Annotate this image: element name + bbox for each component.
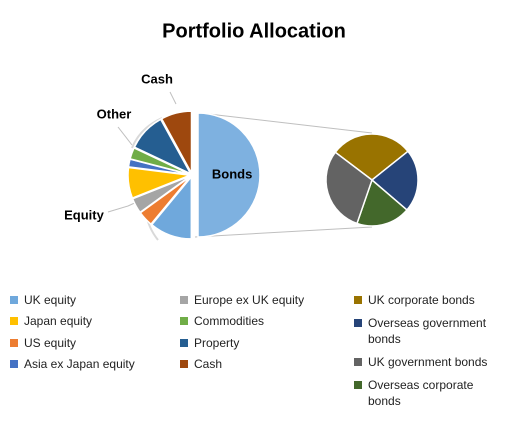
pie-slice xyxy=(356,178,408,227)
pie-slice xyxy=(370,150,419,212)
legend-item: US equity xyxy=(10,335,170,351)
leader-line xyxy=(169,91,177,105)
legend-swatch xyxy=(10,360,18,368)
legend-item: Asia ex Japan equity xyxy=(10,356,170,372)
legend-item: Overseas corporate bonds xyxy=(354,377,502,409)
group-label: Other xyxy=(97,106,132,121)
legend-item: Overseas government bonds xyxy=(354,315,502,347)
pie-slice xyxy=(160,110,193,174)
legend-label: US equity xyxy=(24,336,77,350)
legend-item: Japan equity xyxy=(10,313,170,329)
legend-item: UK government bonds xyxy=(354,354,502,370)
legend-label: UK corporate bonds xyxy=(368,293,475,307)
pie-slice xyxy=(150,174,193,240)
legend-swatch xyxy=(180,296,188,304)
legend-label: Asia ex Japan equity xyxy=(24,357,135,371)
legend-swatch xyxy=(180,317,188,325)
legend-item: UK equity xyxy=(10,292,170,308)
legend-swatch xyxy=(354,296,362,304)
chart-title: Portfolio Allocation xyxy=(162,20,346,42)
legend-item: Property xyxy=(180,335,340,351)
pie-slice xyxy=(325,151,373,225)
connector xyxy=(194,226,373,238)
pie-slice xyxy=(133,118,193,176)
legend-label: Overseas government bonds xyxy=(368,316,487,346)
legend-label: Europe ex UK equity xyxy=(194,293,305,307)
legend-item: UK corporate bonds xyxy=(354,292,502,308)
legend-item: Europe ex UK equity xyxy=(180,292,340,308)
legend-item: Commodities xyxy=(180,313,340,329)
group-label: Equity xyxy=(64,207,104,222)
legend-label: Property xyxy=(194,336,240,350)
connector xyxy=(199,112,373,134)
pie-slice xyxy=(129,146,191,176)
legend-swatch xyxy=(354,319,362,327)
pie-slice xyxy=(334,133,410,181)
legend-swatch xyxy=(180,360,188,368)
legend-swatch xyxy=(354,358,362,366)
legend-swatch xyxy=(10,339,18,347)
legend-item: Cash xyxy=(180,356,340,372)
legend-swatch xyxy=(10,317,18,325)
legend-label: Japan equity xyxy=(24,314,93,328)
legend-label: Overseas corporate bonds xyxy=(368,378,474,408)
group-label: Cash xyxy=(141,71,173,86)
pie-slice xyxy=(197,112,261,238)
legend-label: UK government bonds xyxy=(368,355,488,369)
legend-swatch xyxy=(354,381,362,389)
pie-slice xyxy=(131,175,191,214)
legend-swatch xyxy=(180,339,188,347)
legend-label: Cash xyxy=(194,357,223,371)
legend-swatch xyxy=(10,296,18,304)
legend-label: UK equity xyxy=(24,293,77,307)
leader-line xyxy=(117,126,133,146)
legend-label: Commodities xyxy=(194,314,265,328)
slice-label: Bonds xyxy=(212,166,252,181)
